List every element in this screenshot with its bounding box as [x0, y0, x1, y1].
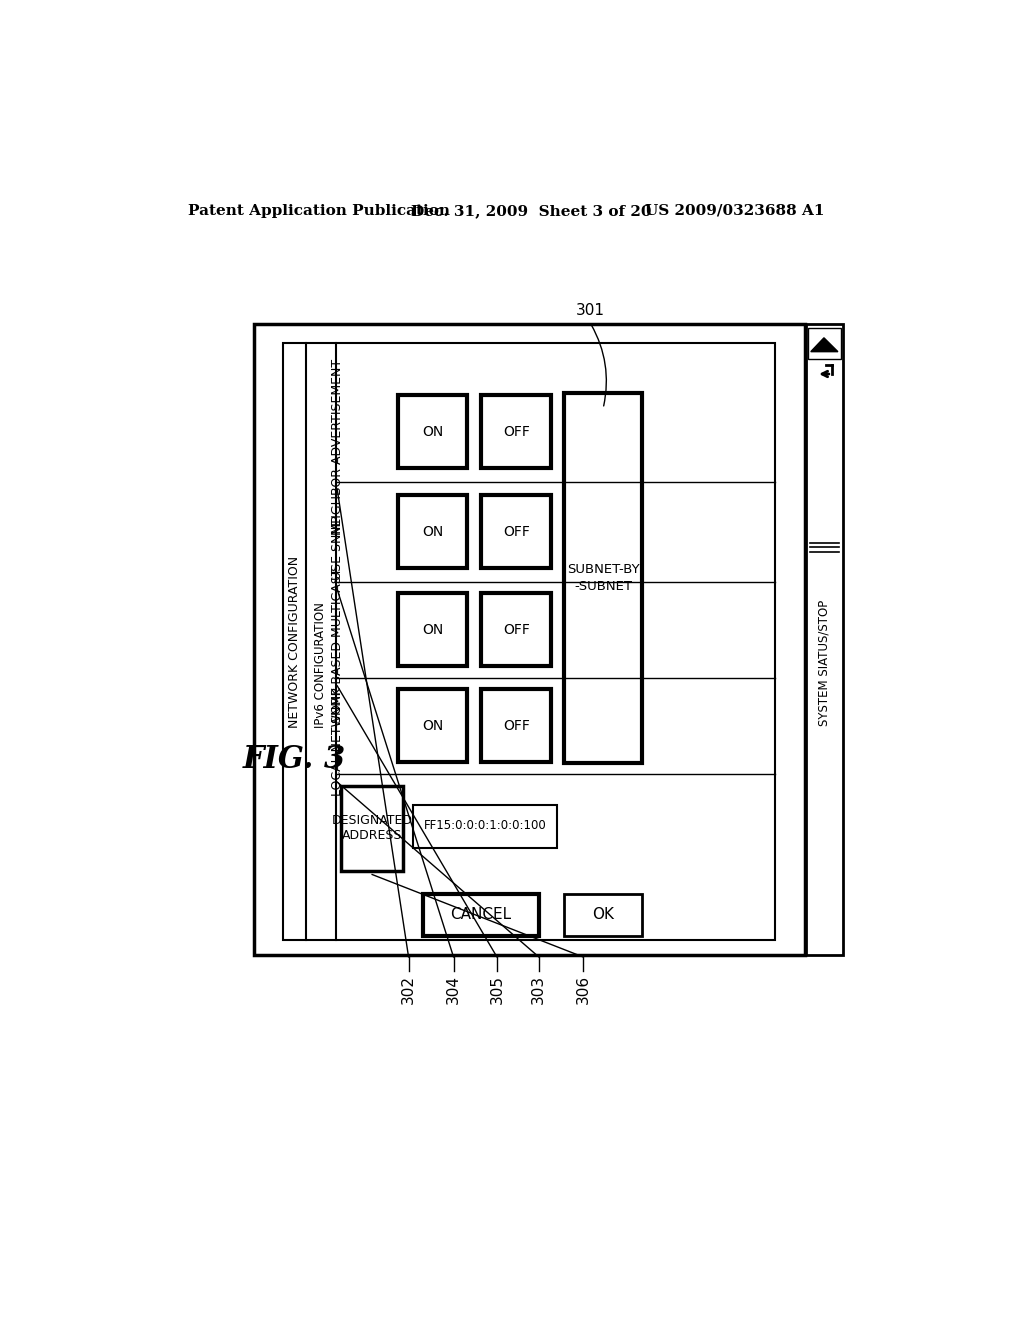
Text: 303: 303	[531, 974, 546, 1003]
Text: ON: ON	[422, 425, 443, 438]
Text: IPv6 CONFIGURATION: IPv6 CONFIGURATION	[314, 602, 328, 727]
FancyBboxPatch shape	[481, 395, 551, 469]
Text: SUBNET-BY
-SUBNET: SUBNET-BY -SUBNET	[566, 564, 639, 593]
Text: 306: 306	[575, 974, 591, 1003]
Text: Dec. 31, 2009  Sheet 3 of 20: Dec. 31, 2009 Sheet 3 of 20	[411, 203, 651, 218]
Text: 301: 301	[575, 304, 604, 318]
FancyBboxPatch shape	[397, 495, 467, 568]
FancyBboxPatch shape	[414, 805, 557, 847]
Text: FIG. 3: FIG. 3	[243, 743, 346, 775]
Text: OK: OK	[592, 907, 614, 923]
FancyBboxPatch shape	[423, 894, 539, 936]
FancyBboxPatch shape	[564, 894, 642, 936]
Text: SYSTEM SIATUS/STOP: SYSTEM SIATUS/STOP	[818, 599, 830, 726]
FancyBboxPatch shape	[806, 323, 843, 956]
FancyBboxPatch shape	[808, 327, 841, 359]
Text: 304: 304	[446, 974, 461, 1003]
FancyBboxPatch shape	[564, 393, 642, 763]
Text: ON: ON	[422, 525, 443, 539]
Text: 302: 302	[401, 974, 416, 1003]
Text: ON: ON	[422, 623, 443, 636]
Text: FF15:0:0:0:1:0:0:100: FF15:0:0:0:1:0:0:100	[424, 820, 546, 833]
FancyBboxPatch shape	[481, 495, 551, 568]
FancyBboxPatch shape	[481, 689, 551, 762]
FancyBboxPatch shape	[254, 323, 805, 956]
FancyBboxPatch shape	[397, 593, 467, 665]
Text: OFF: OFF	[503, 719, 529, 733]
Text: SNMP-BASED MULTICAST: SNMP-BASED MULTICAST	[331, 568, 344, 723]
FancyBboxPatch shape	[341, 785, 403, 871]
Text: OFF: OFF	[503, 425, 529, 438]
Text: ON: ON	[422, 719, 443, 733]
FancyBboxPatch shape	[283, 343, 775, 940]
Text: CANCEL: CANCEL	[451, 907, 511, 923]
Text: 305: 305	[489, 974, 505, 1003]
Text: USE SNMP: USE SNMP	[331, 515, 344, 579]
Text: US 2009/0323688 A1: US 2009/0323688 A1	[645, 203, 824, 218]
Polygon shape	[811, 338, 838, 351]
Text: DESIGNATED
ADDRESS: DESIGNATED ADDRESS	[332, 814, 413, 842]
Polygon shape	[811, 338, 838, 351]
Text: OFF: OFF	[503, 525, 529, 539]
Text: Patent Application Publication: Patent Application Publication	[188, 203, 451, 218]
Text: NEIGHBOR ADVERTISEMENT: NEIGHBOR ADVERTISEMENT	[331, 359, 344, 535]
FancyBboxPatch shape	[397, 395, 467, 469]
Text: OFF: OFF	[503, 623, 529, 636]
FancyBboxPatch shape	[397, 689, 467, 762]
Text: NETWORK CONFIGURATION: NETWORK CONFIGURATION	[288, 556, 301, 727]
Text: LOCAL NETWORK: LOCAL NETWORK	[331, 686, 344, 796]
FancyBboxPatch shape	[481, 593, 551, 665]
